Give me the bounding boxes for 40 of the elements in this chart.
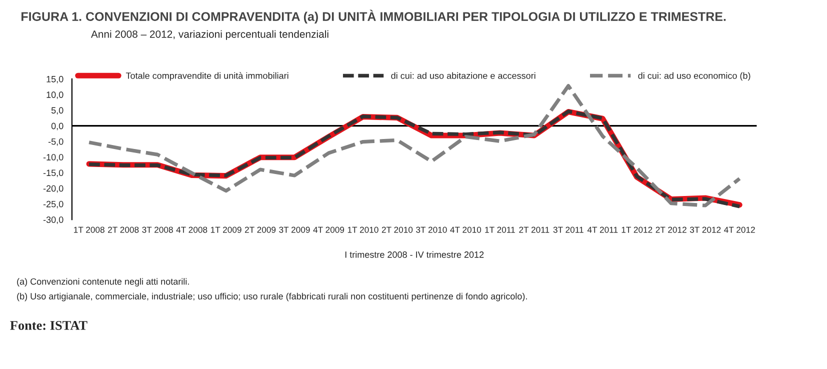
y-tick-label: -20,0 [43,185,64,193]
source-note: Fonte: ISTAT [10,321,88,330]
y-tick-label: 10,0 [46,92,64,100]
legend-label: di cui: ad uso economico (b) [638,72,750,81]
x-tick-label: 2T 2009 [244,226,276,233]
y-tick-label: 5,0 [51,107,64,115]
x-tick-label: 3T 2010 [416,226,447,233]
x-tick-label: 4T 2009 [313,226,344,233]
y-tick-label: -10,0 [43,154,64,162]
legend-label: di cui: ad uso abitazione e accessori [391,72,536,79]
legend-label: Totale compravendite di unità immobiliari [126,72,288,81]
x-tick-label: 3T 2009 [279,226,310,233]
chart-subtitle: Anni 2008 – 2012, variazioni percentuali tendenziali [90,30,328,40]
x-tick-label: 3T 2012 [690,226,721,233]
x-tick-label: 2T 2011 [519,226,550,233]
line-series [87,84,742,208]
x-tick-label: 2T 2012 [656,226,686,233]
x-tick-label: 4T 2011 [587,226,618,233]
x-tick-label: 4T 2010 [450,226,482,233]
y-tick-label: -30,0 [43,216,64,224]
x-tick-label: 1T 2011 [485,226,515,233]
x-tick-label: 1T 2010 [348,226,378,233]
chart-title: FIGURA 1. CONVENZIONI DI COMPRAVENDITA (a) DI UNITÀ IMMOBILIARI PER TIPOLOGIA DI UTILIZZO E TRIMESTRE. [22,10,726,24]
x-tick-label: 2T 2010 [382,226,413,233]
text: (b) Uso artigianale, commerciale, industriale; uso ufficio; uso rurale (fabbricati rurali non costituenti pertinenze di fondo agricolo). [17,292,527,302]
y-tick-label: -25,0 [43,200,64,208]
text: (a) Convenzioni contenute negli atti notarili. [17,278,189,286]
x-tick-label: 4T 2012 [724,226,755,233]
x-tick-label: 1T 2008 [74,226,104,233]
x-tick-label: 3T 2008 [142,226,173,233]
y-tick-label: 0,0 [51,122,64,130]
x-tick-label: 2T 2008 [108,226,139,233]
x-tick-label: 1T 2012 [622,226,652,233]
y-tick-label: -15,0 [43,170,64,178]
x-tick-label: 4T 2008 [176,226,208,233]
x-tick-label: 1T 2009 [210,226,242,233]
y-tick-label: -5,0 [48,138,64,146]
y-tick-label: 15,0 [46,76,64,84]
x-axis-title: I trimestre 2008 - IV trimestre 2012 [345,251,484,258]
x-tick-label: 3T 2011 [553,226,584,233]
